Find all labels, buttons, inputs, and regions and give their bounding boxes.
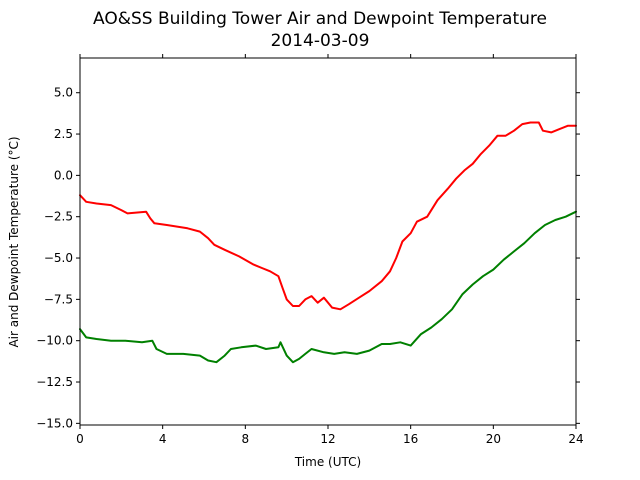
series-layer [79,121,577,364]
y-axis-label: Air and Dewpoint Temperature (°C) [7,136,21,347]
y-tick-label: −2.5 [44,210,73,224]
tick-layer: 0 4 8 12 16 20 24 −15.0 −12.5 −10.0 −7.5 −5.0 −2.5 0.… [36,54,584,446]
y-tick-label: −7.5 [44,292,73,306]
x-tick-label: 16 [403,432,418,446]
y-tick-label: −15.0 [36,416,73,430]
series-line-1 [79,210,577,364]
y-tick-label: 2.5 [54,127,73,141]
x-axis-label: Time (UTC) [294,455,361,469]
x-tick-label: 12 [320,432,335,446]
y-tick-label: −12.5 [36,375,73,389]
y-tick-label: 5.0 [54,86,73,100]
plot-frame [79,57,577,426]
series-line-0 [79,121,577,311]
y-tick-label: −5.0 [44,251,73,265]
chart-title: AO&SS Building Tower Air and Dewpoint Te… [93,9,547,29]
x-tick-label: 4 [159,432,167,446]
y-tick-label: −10.0 [36,334,73,348]
x-tick-label: 20 [486,432,501,446]
x-tick-label: 8 [242,432,250,446]
x-tick-label: 24 [568,432,583,446]
chart-subtitle: 2014-03-09 [271,31,370,51]
y-tick-label: 0.0 [54,168,73,182]
x-tick-label: 0 [76,432,84,446]
